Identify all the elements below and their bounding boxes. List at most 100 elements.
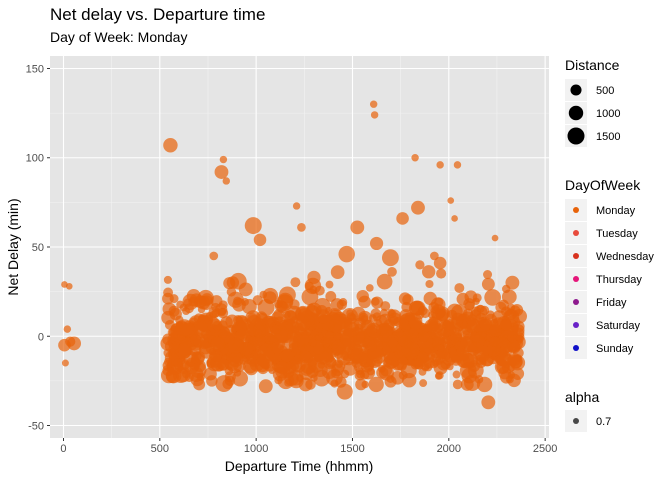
x-tick-label: 1000 — [244, 443, 268, 455]
data-point — [294, 305, 312, 323]
data-point — [372, 332, 383, 343]
data-point — [219, 155, 228, 164]
data-point — [417, 351, 428, 363]
data-point — [163, 138, 178, 153]
data-point — [356, 289, 369, 303]
data-point — [507, 352, 521, 367]
data-point — [206, 375, 218, 387]
data-point — [252, 295, 263, 306]
data-point — [193, 378, 206, 391]
data-point — [499, 370, 513, 384]
data-point — [369, 236, 384, 251]
x-axis-title: Departure Time (hhmm) — [225, 458, 374, 474]
legend-day-label: Thursday — [596, 274, 642, 286]
data-point — [432, 335, 442, 346]
data-point — [276, 294, 294, 311]
data-point — [340, 369, 350, 379]
data-point — [301, 288, 319, 306]
data-point — [384, 375, 397, 388]
data-point — [456, 346, 466, 355]
data-point — [212, 320, 222, 331]
data-point — [184, 303, 194, 314]
data-point — [387, 266, 397, 277]
data-point — [399, 356, 408, 365]
data-point — [248, 336, 258, 345]
data-point — [371, 297, 380, 306]
data-point — [479, 305, 490, 316]
data-point — [163, 275, 172, 284]
data-point — [452, 370, 461, 379]
data-point — [238, 282, 253, 297]
legend-day-label: Sunday — [596, 343, 634, 355]
data-point — [228, 351, 244, 367]
y-tick-label: 150 — [26, 63, 44, 75]
data-point — [419, 379, 428, 388]
data-point — [189, 332, 198, 341]
legend-color-key — [573, 276, 579, 282]
data-point — [215, 375, 233, 393]
legend-day-label: Tuesday — [596, 228, 638, 240]
data-point — [453, 161, 462, 169]
data-point — [425, 279, 434, 289]
legend-alpha-label: 0.7 — [596, 416, 611, 428]
data-point — [398, 292, 412, 305]
data-point — [415, 260, 425, 270]
data-point — [433, 256, 447, 270]
data-point — [325, 280, 334, 289]
data-point — [484, 289, 501, 306]
legend-alpha-title: alpha — [565, 389, 599, 405]
x-tick-label: 1500 — [340, 443, 364, 455]
data-point — [336, 299, 347, 310]
data-point — [436, 161, 444, 169]
data-point — [349, 347, 366, 364]
data-point — [483, 270, 493, 280]
x-tick-label: 500 — [151, 443, 169, 455]
legend-size-key — [567, 127, 585, 145]
data-point — [489, 324, 503, 337]
data-point — [330, 265, 345, 279]
data-point — [336, 383, 353, 400]
data-point — [244, 361, 259, 376]
data-point — [307, 357, 318, 367]
data-point — [511, 367, 525, 380]
data-point — [380, 301, 391, 312]
data-point — [162, 292, 174, 305]
data-point — [411, 200, 425, 215]
data-point — [176, 300, 185, 309]
data-point — [262, 287, 279, 304]
data-point — [397, 336, 408, 347]
data-point — [436, 268, 447, 279]
data-point — [325, 291, 337, 302]
data-point — [196, 295, 211, 310]
data-point — [61, 359, 69, 367]
data-point — [227, 337, 244, 354]
y-tick-label: 0 — [38, 331, 44, 343]
data-point — [168, 354, 180, 366]
data-point — [328, 319, 342, 332]
data-point — [346, 312, 356, 321]
legend-dayofweek-title: DayOfWeek — [565, 177, 641, 193]
legend-color-key — [573, 253, 579, 259]
y-tick-label: -50 — [28, 421, 44, 433]
legend-dayofweek: Monday Tuesday Wednesday Thursday Friday Satu… — [565, 199, 654, 359]
y-axis-title: Net Delay (min) — [5, 198, 21, 295]
data-point — [160, 367, 177, 384]
data-point — [239, 316, 248, 324]
data-point — [375, 314, 388, 328]
data-point — [256, 353, 266, 363]
data-point — [498, 299, 509, 311]
legend-color-key — [573, 345, 579, 351]
data-point — [365, 284, 374, 292]
data-point — [489, 336, 500, 347]
data-point — [307, 270, 321, 284]
legend-size-label: 500 — [596, 85, 614, 97]
data-point — [214, 165, 229, 179]
data-point — [456, 292, 470, 306]
legend-color-key — [573, 299, 579, 305]
data-point — [417, 305, 428, 316]
data-point — [421, 363, 430, 372]
data-point — [507, 331, 519, 343]
data-point — [209, 251, 219, 261]
data-point — [338, 245, 355, 263]
